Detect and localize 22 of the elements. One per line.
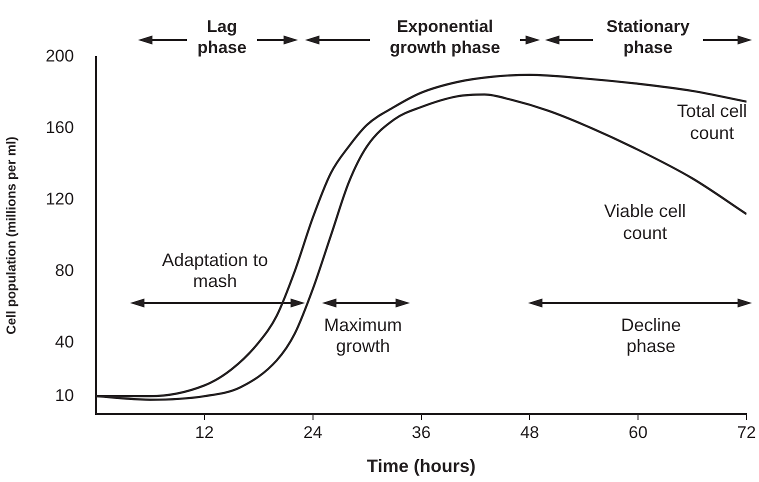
y-tick-label: 120 bbox=[46, 189, 74, 208]
x-tick-label: 72 bbox=[737, 422, 756, 442]
annotation: Decline phase bbox=[620, 315, 682, 357]
y-tick-label: 40 bbox=[55, 332, 74, 352]
annotation: Maximum growth bbox=[322, 315, 403, 357]
y-tick-label: 10 bbox=[55, 386, 74, 405]
y-tick-label: 160 bbox=[46, 118, 74, 138]
x-tick-label: 24 bbox=[303, 422, 322, 442]
x-axis-title: Time (hours) bbox=[366, 456, 476, 476]
annotation: Exponential growth phase bbox=[370, 16, 520, 58]
x-tick-label: 48 bbox=[520, 422, 540, 442]
series-label: Viable cell count bbox=[603, 200, 687, 244]
annotation: Lag phase bbox=[187, 16, 257, 58]
y-tick-label: 80 bbox=[55, 260, 74, 280]
y-tick-label: 200 bbox=[46, 46, 74, 66]
annotation: Adaptation to mash bbox=[160, 250, 270, 292]
x-tick-label: 36 bbox=[412, 422, 431, 442]
x-tick-label: 12 bbox=[194, 422, 214, 442]
x-tick-label: 60 bbox=[628, 422, 648, 442]
y-axis-title: Cell population (millions per ml) bbox=[3, 136, 18, 334]
series-label: Total cell count bbox=[676, 100, 748, 144]
annotation: Stationary phase bbox=[593, 16, 703, 58]
